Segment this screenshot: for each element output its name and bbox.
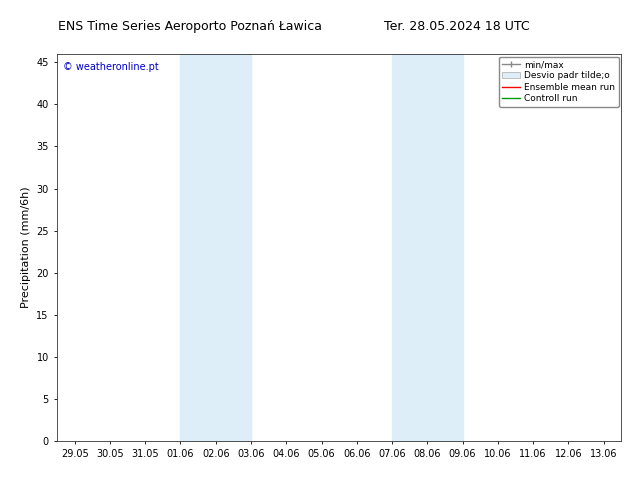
- Bar: [392, 54, 463, 441]
- Text: ENS Time Series Aeroporto Poznań Ławica: ENS Time Series Aeroporto Poznań Ławica: [58, 20, 322, 33]
- Y-axis label: Precipitation (mm/6h): Precipitation (mm/6h): [21, 187, 30, 308]
- Legend: min/max, Desvio padr tilde;o, Ensemble mean run, Controll run: min/max, Desvio padr tilde;o, Ensemble m…: [499, 57, 619, 107]
- Text: Ter. 28.05.2024 18 UTC: Ter. 28.05.2024 18 UTC: [384, 20, 529, 33]
- Bar: [181, 54, 251, 441]
- Text: © weatheronline.pt: © weatheronline.pt: [63, 62, 158, 72]
